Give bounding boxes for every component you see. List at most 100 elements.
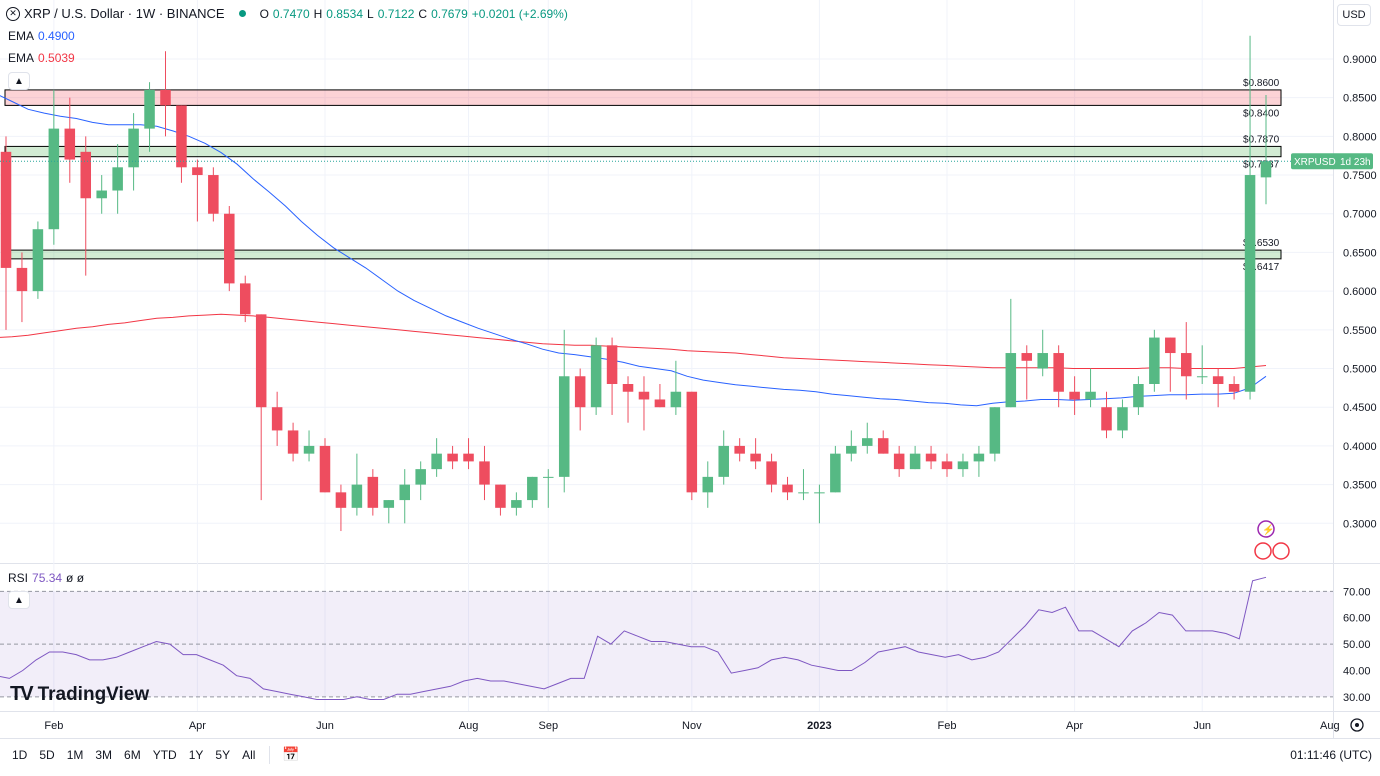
rsi-line [0,576,1267,700]
candle-body [654,399,666,408]
rsi-extra: ø ø [66,571,85,585]
candle-body [255,314,267,408]
ohlc-close-label: C [418,6,428,21]
candle-body [893,453,905,470]
tradingview-logo: TV TradingView [10,683,149,706]
candle-body [1037,353,1048,369]
candle-body [718,445,729,477]
zone-top-label: $0.7870 [1243,134,1280,145]
candle-body [176,105,187,168]
candle-body [766,461,777,485]
timeframe-bar: 1D 5D 1M 3M 6M YTD 1Y 5Y All 📅 01:11:46 … [0,738,1380,770]
candle-body [686,391,698,493]
candle-body [415,469,426,485]
price-tick-label: 0.8000 [1343,131,1377,143]
tf-6m-button[interactable]: 6M [124,747,141,762]
tf-1y-button[interactable]: 1Y [188,747,204,762]
date-range-icon[interactable]: 📅 [282,746,300,762]
price-tick-label: 0.3000 [1343,518,1377,530]
candle-body [128,128,139,168]
candle-body [1053,353,1064,392]
last-price-symbol: XRPUSD [1294,157,1336,168]
candle-body [112,167,123,191]
tf-1m-button[interactable]: 1M [66,747,84,762]
candle-body [16,267,28,292]
candle-body [463,453,474,462]
candle-body [511,500,522,508]
clock-readout[interactable]: 01:11:46 (UTC) [1290,747,1372,762]
candle-body [862,438,873,446]
currency-button[interactable]: USD [1337,4,1371,26]
candle-body [574,376,586,408]
ohlc-low-label: L [367,6,374,21]
candle-body [1260,161,1272,178]
candle-body [1228,384,1240,392]
candle-body [814,492,825,494]
ema-slow-legend[interactable]: EMA 0.5039 [8,51,75,65]
ohlc-change: +0.0201 (+2.69%) [471,6,568,21]
rsi-legend[interactable]: RSI 75.34 ø ø [8,571,84,585]
candle-body [846,445,857,454]
ema-fast-legend[interactable]: EMA 0.4900 [8,29,75,43]
candle-body [606,345,618,384]
rsi-collapse-button[interactable]: ▲ [8,591,30,609]
candle-body [48,128,60,230]
zone-support [4,145,1282,158]
ema-slow-line [0,313,1267,369]
candle-body [80,151,92,199]
candle-body [1149,337,1160,384]
time-tick-label: Feb [44,720,63,732]
legend-collapse-button[interactable]: ▲ [8,72,30,90]
price-tick-label: 0.5500 [1343,325,1377,337]
event-us-flag-icon [1254,542,1272,560]
tf-3m-button[interactable]: 3M [95,747,113,762]
tf-5d-button[interactable]: 5D [39,747,55,762]
candle-body [798,492,809,494]
candle-body [973,453,985,462]
time-tick-label: Apr [189,720,206,732]
event-lightning-icon [1257,520,1275,538]
ohlc-open-label: O [259,6,269,21]
ema-slow-value: 0.5039 [38,51,75,65]
candle-body [447,453,458,462]
market-status-icon [238,10,246,17]
candle-body [830,453,841,493]
ohlc-close: 0.7679 [431,6,468,21]
tf-all-button[interactable]: All [242,747,256,762]
candle-body [319,445,331,493]
candle-body [782,484,793,493]
close-icon[interactable]: ✕ [6,6,20,21]
chevron-up-icon: ▲ [14,75,24,87]
candle-body [1180,353,1192,377]
candle-body [1212,376,1224,384]
tf-ytd-button[interactable]: YTD [152,747,177,762]
ohlc-high-label: H [313,6,323,21]
tv-logo-icon: TV [10,683,34,705]
candle-body [1101,407,1112,431]
candle-body [495,484,506,508]
zone-bottom-label: $0.8400 [1243,108,1280,119]
ema-fast-line [0,95,1267,407]
time-tick-label: Jun [316,720,334,732]
candle-body [479,461,490,485]
ema-slow-label: EMA [8,51,35,65]
tf-1d-button[interactable]: 1D [12,747,28,762]
tf-5y-button[interactable]: 5Y [215,747,231,762]
candle-body [192,167,203,176]
symbol-legend: ✕ XRP / U.S. Dollar · 1W · BINANCE O 0.74… [6,6,568,21]
rsi-tick-label: 70.00 [1343,586,1371,598]
time-tick-label: Apr [1066,720,1083,732]
candle-body [224,213,235,284]
candle-body [367,476,379,508]
time-tick-label: Sep [538,720,558,732]
candle-body [877,438,889,454]
candle-body [271,407,283,431]
last-price-tag [1291,153,1373,170]
candle-body [1069,391,1080,400]
candle-body [622,384,634,392]
candle-body [160,89,171,106]
symbol-title: XRP / U.S. Dollar · 1W · BINANCE [24,6,225,21]
settings-gear-icon [1350,718,1364,732]
